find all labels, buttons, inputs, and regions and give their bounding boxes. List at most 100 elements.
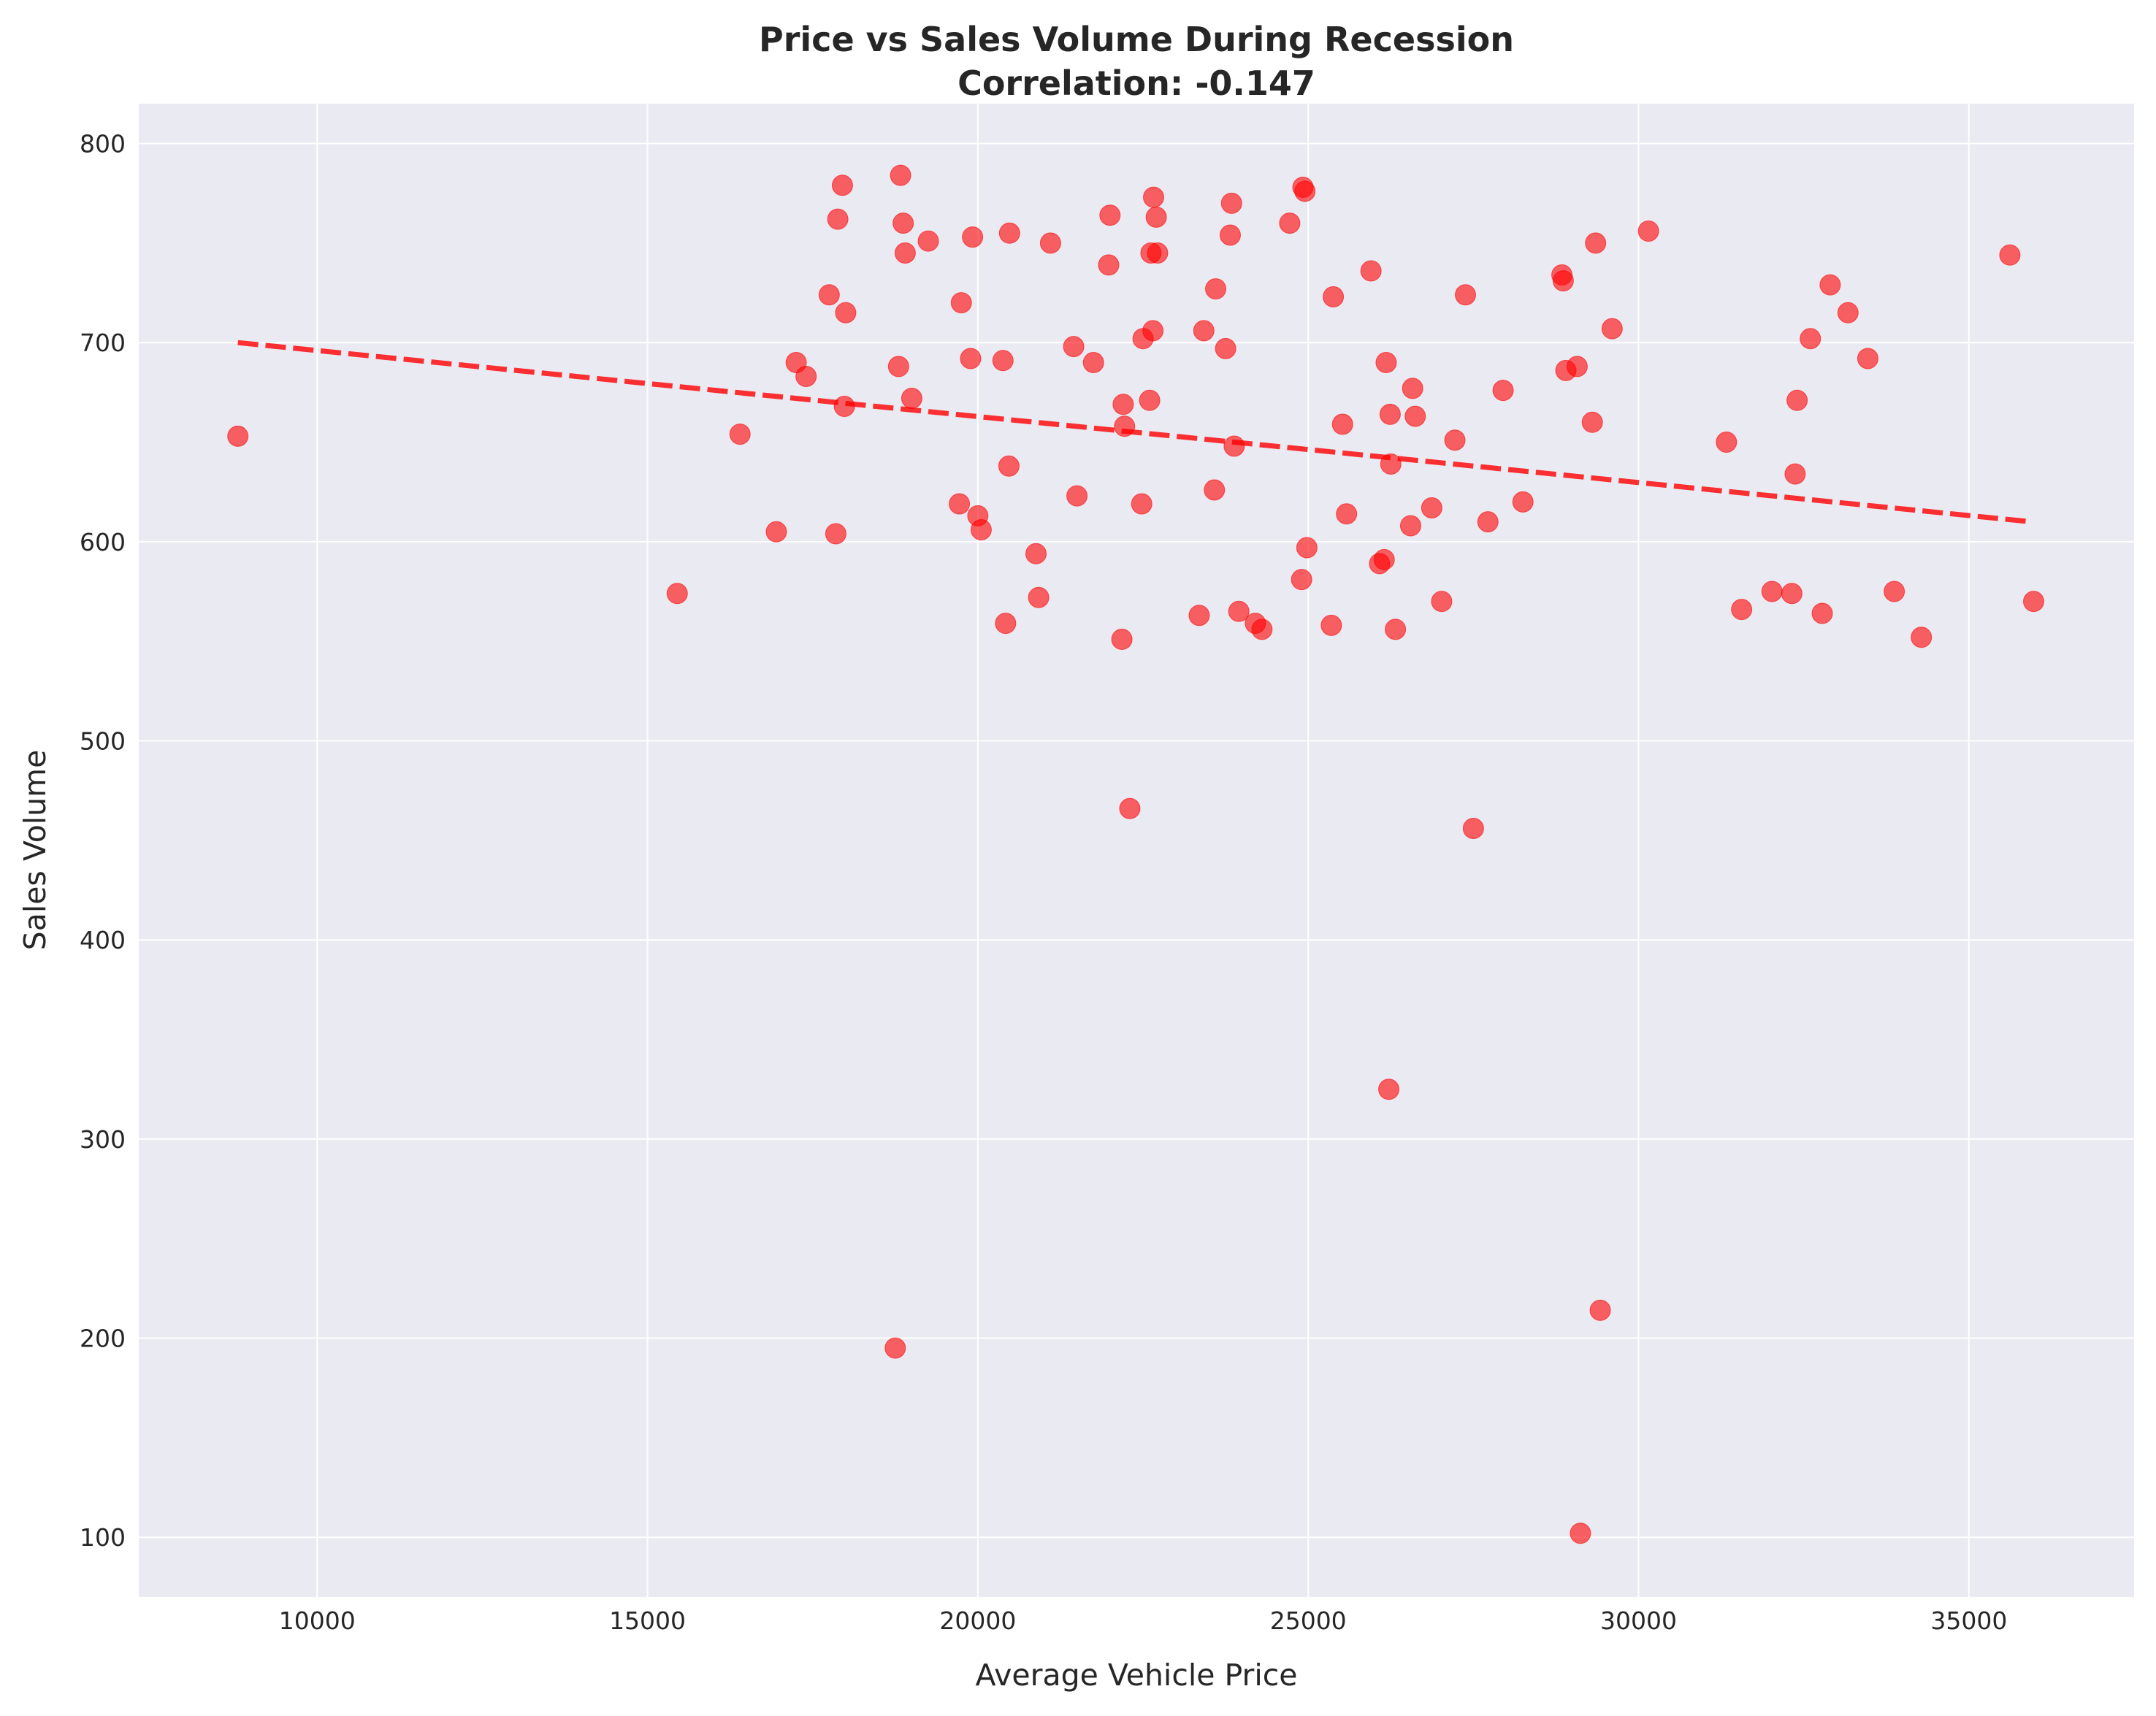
scatter-point	[1114, 415, 1136, 437]
scatter-point	[1099, 204, 1121, 226]
scatter-point	[894, 242, 916, 264]
scatter-point	[1112, 394, 1134, 415]
scatter-point	[1331, 413, 1353, 435]
y-tick-labels: 100 200 300 400 500 600 700 800	[80, 130, 126, 1552]
scatter-point	[1142, 320, 1164, 342]
scatter-point	[1731, 599, 1753, 621]
scatter-point	[1857, 348, 1878, 369]
scatter-point	[1379, 403, 1401, 425]
scatter-point	[827, 208, 849, 230]
scatter-point	[1320, 614, 1342, 636]
y-tick-label: 300	[80, 1125, 126, 1154]
scatter-point	[1119, 797, 1141, 819]
scatter-point	[1581, 411, 1603, 433]
scatter-point	[1421, 497, 1442, 519]
y-tick-label: 200	[80, 1325, 126, 1353]
scatter-point	[1082, 351, 1104, 373]
scatter-point	[1402, 378, 1423, 399]
scatter-point	[960, 348, 982, 369]
scatter-point	[998, 222, 1020, 244]
scatter-point	[1811, 602, 1833, 624]
scatter-point	[1385, 618, 1407, 640]
scatter-point	[1228, 600, 1250, 622]
scatter-point	[1884, 581, 1905, 602]
scatter-point	[1380, 453, 1402, 475]
scatter-point	[2022, 591, 2044, 613]
scatter-point	[1323, 286, 1345, 307]
scatter-point	[1566, 356, 1588, 378]
scatter-point	[1296, 537, 1318, 559]
scatter-point	[1570, 1522, 1591, 1544]
scatter-point	[1477, 511, 1499, 533]
scatter-point	[1837, 302, 1859, 323]
scatter-point	[1781, 583, 1803, 605]
scatter-point	[1404, 405, 1426, 427]
scatter-point	[950, 292, 972, 314]
scatter-point	[1431, 591, 1453, 613]
scatter-point	[831, 175, 853, 196]
chart-title-line2: Correlation: -0.147	[957, 64, 1315, 103]
y-tick-label: 400	[80, 926, 126, 954]
scatter-point	[1601, 318, 1623, 340]
scatter-point	[949, 493, 971, 515]
x-tick-label: 25000	[1270, 1606, 1347, 1635]
scatter-point	[1462, 818, 1484, 840]
scatter-point	[887, 356, 909, 378]
scatter-point	[1220, 192, 1242, 214]
y-tick-label: 100	[80, 1523, 126, 1552]
scatter-point	[1294, 180, 1316, 202]
x-tick-label: 10000	[279, 1606, 356, 1635]
chart-title-line1: Price vs Sales Volume During Recession	[759, 20, 1514, 59]
scatter-point	[1786, 389, 1808, 411]
scatter-point	[1251, 618, 1273, 640]
scatter-point	[1193, 320, 1215, 342]
scatter-point	[1716, 432, 1738, 453]
scatter-point	[995, 613, 1017, 635]
scatter-point	[1375, 351, 1397, 373]
scatter-point	[1131, 493, 1152, 515]
scatter-point	[1637, 221, 1659, 242]
scatter-point	[1066, 485, 1088, 507]
scatter-point	[1204, 479, 1226, 501]
scatter-point	[1028, 586, 1050, 608]
x-axis-label: Average Vehicle Price	[975, 1658, 1297, 1693]
scatter-point	[833, 395, 855, 417]
scatter-point	[765, 521, 787, 543]
y-tick-label: 800	[80, 130, 126, 158]
x-tick-label: 30000	[1600, 1606, 1677, 1635]
y-tick-label: 700	[80, 329, 126, 357]
scatter-point	[1139, 389, 1161, 411]
scatter-point	[1219, 224, 1241, 246]
scatter-point	[1800, 328, 1821, 350]
scatter-point	[992, 350, 1014, 372]
data-points	[227, 164, 2044, 1544]
scatter-point	[1025, 543, 1047, 564]
trendline-group	[237, 340, 2033, 525]
scatter-point	[818, 284, 840, 306]
scatter-point	[835, 302, 857, 323]
trend-line	[237, 340, 2033, 525]
scatter-point	[1999, 244, 2021, 266]
scatter-point	[1455, 284, 1477, 306]
y-axis-label: Sales Volume	[18, 750, 53, 951]
scatter-point	[1098, 254, 1120, 276]
x-tick-label: 35000	[1930, 1606, 2007, 1635]
scatter-point	[1589, 1299, 1611, 1321]
plot-area	[139, 104, 2134, 1597]
scatter-point	[1291, 569, 1312, 591]
scatter-point	[1360, 260, 1382, 282]
y-tick-label: 500	[80, 727, 126, 756]
scatter-point	[1552, 270, 1574, 292]
scatter-point	[1147, 242, 1169, 264]
scatter-point	[890, 164, 911, 186]
scatter-point	[1444, 429, 1466, 451]
scatter-point	[1761, 581, 1783, 602]
scatter-point	[1039, 232, 1061, 254]
scatter-point	[1111, 628, 1133, 650]
y-tick-label: 600	[80, 528, 126, 556]
scatter-point	[1373, 548, 1395, 570]
scatter-point	[666, 583, 688, 605]
scatter-point	[825, 523, 846, 545]
scatter-point	[1819, 274, 1841, 296]
